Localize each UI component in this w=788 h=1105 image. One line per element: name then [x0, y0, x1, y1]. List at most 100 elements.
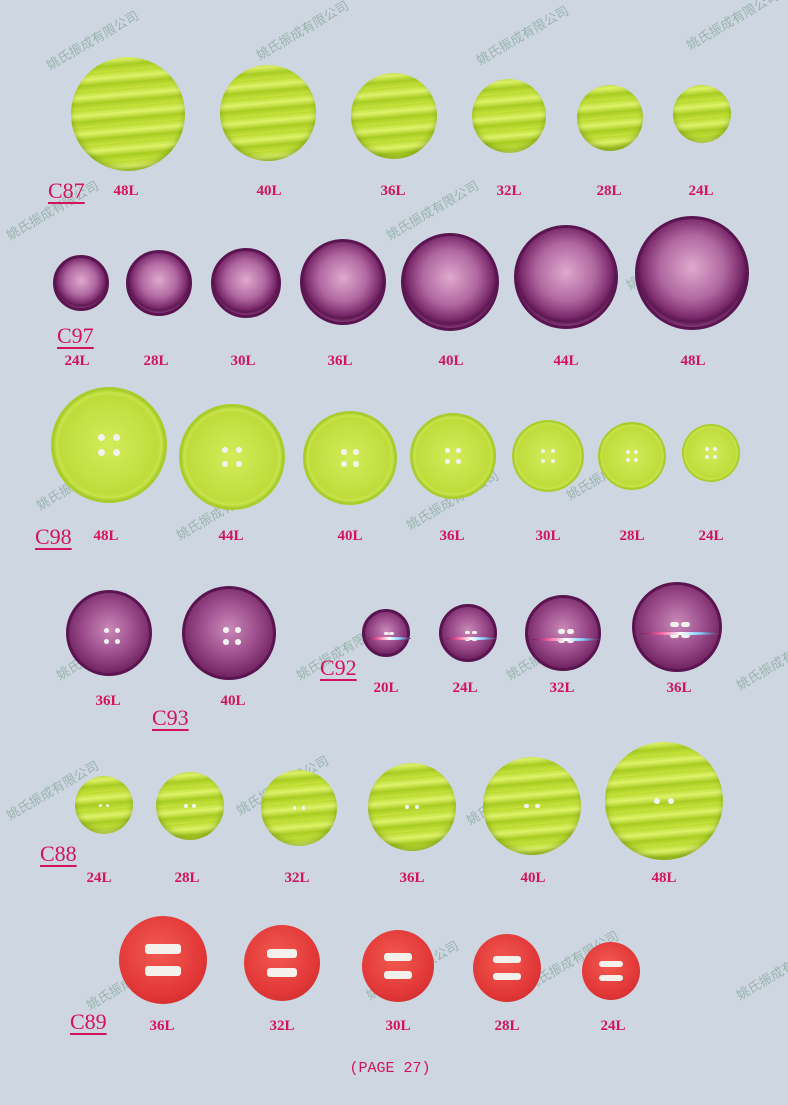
slot-icon	[266, 949, 298, 958]
slot-icon	[389, 631, 395, 635]
hole-icon	[301, 806, 306, 810]
hole-icon	[456, 447, 462, 453]
hole-icon	[705, 447, 710, 452]
hole-icon	[444, 459, 450, 465]
product-code-c89: C89	[70, 1009, 107, 1034]
hole-icon	[353, 461, 359, 467]
size-label: 32L	[496, 183, 522, 199]
watermark-text: 姚氏振成有限公司	[733, 937, 788, 1003]
hole-icon	[456, 459, 462, 465]
size-label: 24L	[688, 183, 714, 199]
size-label: 24L	[86, 870, 112, 886]
hole-icon	[103, 627, 109, 633]
slot-icon	[145, 944, 181, 954]
iridescent-band	[531, 637, 601, 641]
button-sample	[512, 420, 584, 492]
button-sample	[401, 233, 499, 331]
button-sample	[51, 387, 167, 503]
button-sample	[472, 79, 546, 153]
button-sample	[119, 916, 207, 1004]
slot-icon	[599, 960, 623, 967]
hole-icon	[634, 458, 639, 463]
size-label: 24L	[698, 528, 724, 544]
hole-icon	[415, 804, 420, 810]
size-label: 30L	[385, 1018, 411, 1034]
size-label: 36L	[95, 693, 121, 709]
watermark-text: 姚氏振成有限公司	[253, 0, 352, 63]
hole-icon	[292, 806, 297, 810]
slot-icon	[464, 630, 471, 635]
hole-icon	[523, 803, 529, 809]
size-label: 40L	[337, 528, 363, 544]
hole-icon	[235, 446, 243, 454]
slot-icon	[493, 972, 521, 981]
product-code-c87: C87	[48, 178, 85, 203]
button-sample	[156, 772, 224, 840]
button-sample	[439, 604, 498, 662]
hole-icon	[634, 449, 639, 454]
slot-icon	[383, 971, 413, 979]
size-label: 24L	[600, 1018, 626, 1034]
iridescent-band	[444, 637, 498, 641]
size-label: 36L	[399, 870, 425, 886]
button-sample	[632, 582, 722, 672]
hole-icon	[353, 449, 359, 455]
size-label: 24L	[64, 353, 90, 369]
hole-icon	[625, 458, 630, 463]
size-label: 40L	[256, 183, 282, 199]
size-label: 28L	[143, 353, 169, 369]
iridescent-band	[367, 637, 411, 641]
watermark-text: 姚氏振成有限公司	[683, 0, 782, 53]
button-sample	[635, 216, 749, 330]
button-sample	[582, 942, 640, 1000]
button-sample	[261, 770, 337, 846]
button-sample	[66, 590, 152, 676]
size-label: 40L	[220, 693, 246, 709]
hole-icon	[705, 454, 710, 459]
button-sample	[362, 930, 434, 1002]
hole-icon	[235, 460, 243, 468]
hole-icon	[712, 454, 717, 459]
button-sample	[682, 424, 740, 482]
button-sample	[410, 413, 496, 499]
hole-icon	[235, 627, 241, 633]
size-label: 32L	[269, 1018, 295, 1034]
hole-icon	[105, 803, 109, 807]
page-number: (PAGE 27)	[349, 1060, 431, 1077]
button-sample	[220, 65, 316, 161]
size-label: 28L	[174, 870, 200, 886]
hole-icon	[404, 804, 409, 810]
slot-icon	[145, 966, 181, 976]
button-sample	[53, 255, 109, 311]
slot-icon	[383, 631, 389, 635]
button-sample	[126, 250, 192, 316]
size-label: 44L	[218, 528, 244, 544]
hole-icon	[115, 639, 121, 645]
size-label: 36L	[149, 1018, 175, 1034]
slot-icon	[557, 629, 566, 634]
size-label: 44L	[553, 353, 579, 369]
hole-icon	[192, 804, 196, 808]
product-code-c92: C92	[320, 655, 357, 680]
size-label: 36L	[439, 528, 465, 544]
product-code-c88: C88	[40, 841, 77, 866]
hole-icon	[653, 798, 660, 804]
hole-icon	[223, 627, 229, 633]
button-sample	[525, 595, 601, 671]
product-code-c98: C98	[35, 524, 72, 549]
slot-icon	[681, 632, 690, 639]
slot-icon	[383, 953, 413, 961]
hole-icon	[541, 458, 546, 463]
slot-icon	[670, 621, 679, 628]
hole-icon	[115, 627, 121, 633]
size-label: 32L	[549, 680, 575, 696]
hole-icon	[103, 639, 109, 645]
button-sample	[514, 225, 618, 329]
watermark-text: 姚氏振成有限公司	[473, 2, 572, 68]
button-sample	[179, 404, 285, 510]
button-sample	[351, 73, 437, 159]
button-sample	[483, 757, 581, 855]
slot-icon	[266, 968, 298, 977]
hole-icon	[184, 804, 188, 808]
slot-icon	[493, 955, 521, 964]
